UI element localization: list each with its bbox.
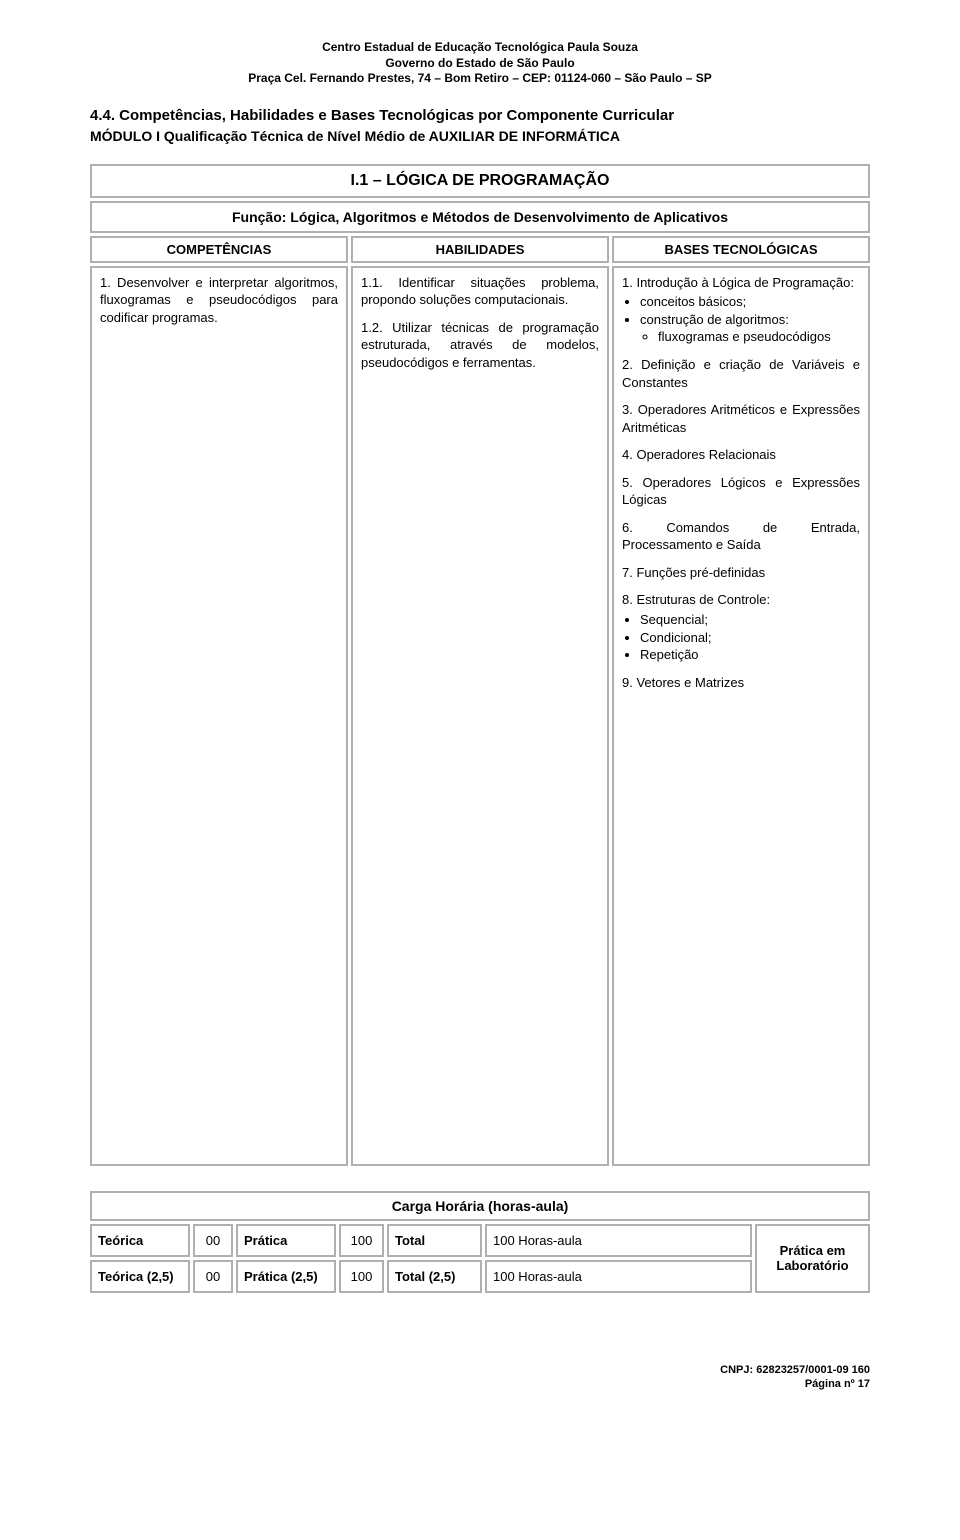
- habilidade-1-2: 1.2. Utilizar técnicas de programação es…: [361, 319, 599, 372]
- base-1-item-2: construção de algoritmos: fluxogramas e …: [640, 311, 860, 346]
- base-8-item-2: Condicional;: [640, 629, 860, 647]
- r2-val-pratica: 100: [339, 1260, 384, 1293]
- content-row: 1. Desenvolver e interpretar algoritmos,…: [90, 266, 870, 1166]
- carga-horaria-table: Teórica 00 Prática 100 Total 100 Horas-a…: [90, 1224, 870, 1293]
- base-1-item-1: conceitos básicos;: [640, 293, 860, 311]
- base-6: 6. Comandos de Entrada, Processamento e …: [622, 519, 860, 554]
- competencia-1: 1. Desenvolver e interpretar algoritmos,…: [100, 274, 338, 327]
- r1-label-teorica: Teórica: [90, 1224, 190, 1257]
- base-2: 2. Definição e criação de Variáveis e Co…: [622, 356, 860, 391]
- r1-label-pratica: Prática: [236, 1224, 336, 1257]
- base-4: 4. Operadores Relacionais: [622, 446, 860, 464]
- r1-val-pratica: 100: [339, 1224, 384, 1257]
- document-page: Centro Estadual de Educação Tecnológica …: [0, 0, 960, 1421]
- r2-val-teorica: 00: [193, 1260, 233, 1293]
- header-line-3: Praça Cel. Fernando Prestes, 74 – Bom Re…: [90, 71, 870, 87]
- base-8-item-1: Sequencial;: [640, 611, 860, 629]
- course-title: I.1 – LÓGICA DE PROGRAMAÇÃO: [90, 164, 870, 198]
- base-8-list: Sequencial; Condicional; Repetição: [622, 611, 860, 664]
- col-head-habilidades: HABILIDADES: [351, 236, 609, 263]
- base-8-title: 8. Estruturas de Controle:: [622, 591, 860, 609]
- institution-header: Centro Estadual de Educação Tecnológica …: [90, 40, 870, 87]
- base-5: 5. Operadores Lógicos e Expressões Lógic…: [622, 474, 860, 509]
- col-head-competencias: COMPETÊNCIAS: [90, 236, 348, 263]
- base-1-sublist: fluxogramas e pseudocódigos: [640, 328, 860, 346]
- pratica-lab-cell: Prática em Laboratório: [755, 1224, 870, 1293]
- module-title: MÓDULO I Qualificação Técnica de Nível M…: [90, 128, 870, 144]
- base-1-list: conceitos básicos; construção de algorit…: [622, 293, 860, 346]
- base-1-title: 1. Introdução à Lógica de Programação:: [622, 274, 860, 292]
- load-row-1: Teórica 00 Prática 100 Total 100 Horas-a…: [90, 1224, 752, 1257]
- competencias-column: 1. Desenvolver e interpretar algoritmos,…: [90, 266, 348, 1166]
- bases-column: 1. Introdução à Lógica de Programação: c…: [612, 266, 870, 1166]
- section-title: 4.4. Competências, Habilidades e Bases T…: [90, 107, 870, 124]
- r1-val-teorica: 00: [193, 1224, 233, 1257]
- page-footer: CNPJ: 62823257/0001-09 160 Página nº 17: [90, 1363, 870, 1392]
- base-9: 9. Vetores e Matrizes: [622, 674, 860, 692]
- r2-val-total: 100 Horas-aula: [485, 1260, 752, 1293]
- col-head-bases: BASES TECNOLÓGICAS: [612, 236, 870, 263]
- base-1-item-2-text: construção de algoritmos:: [640, 312, 789, 327]
- r1-val-total: 100 Horas-aula: [485, 1224, 752, 1257]
- habilidade-1-1: 1.1. Identificar situações problema, pro…: [361, 274, 599, 309]
- function-row: Função: Lógica, Algoritmos e Métodos de …: [90, 201, 870, 233]
- r2-label-total: Total (2,5): [387, 1260, 482, 1293]
- habilidades-column: 1.1. Identificar situações problema, pro…: [351, 266, 609, 1166]
- load-row-2: Teórica (2,5) 00 Prática (2,5) 100 Total…: [90, 1260, 752, 1293]
- column-headers-row: COMPETÊNCIAS HABILIDADES BASES TECNOLÓGI…: [90, 236, 870, 263]
- footer-cnpj: CNPJ: 62823257/0001-09 160: [90, 1363, 870, 1377]
- header-line-2: Governo do Estado de São Paulo: [90, 56, 870, 72]
- footer-page-number: Página nº 17: [90, 1377, 870, 1391]
- header-line-1: Centro Estadual de Educação Tecnológica …: [90, 40, 870, 56]
- carga-horaria-title: Carga Horária (horas-aula): [90, 1191, 870, 1221]
- r2-label-teorica: Teórica (2,5): [90, 1260, 190, 1293]
- base-8-item-3: Repetição: [640, 646, 860, 664]
- base-7: 7. Funções pré-definidas: [622, 564, 860, 582]
- base-1-subitem: fluxogramas e pseudocódigos: [658, 328, 860, 346]
- base-3: 3. Operadores Aritméticos e Expressões A…: [622, 401, 860, 436]
- r2-label-pratica: Prática (2,5): [236, 1260, 336, 1293]
- r1-label-total: Total: [387, 1224, 482, 1257]
